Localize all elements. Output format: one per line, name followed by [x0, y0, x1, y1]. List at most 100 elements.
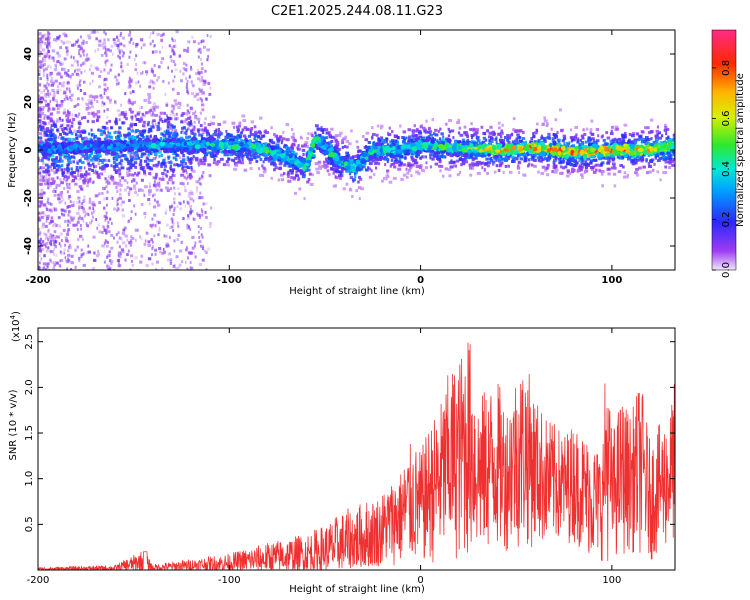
spectrum-cell [130, 160, 133, 164]
spectrum-cell [217, 130, 222, 134]
spectrum-cell [238, 135, 243, 138]
spectrum-cell [263, 130, 267, 134]
spectrum-cell [182, 182, 185, 186]
spectrum-cell [373, 156, 377, 160]
spectrum-cell [280, 160, 283, 164]
spectrum-cell [167, 187, 170, 191]
speckle-cell [81, 202, 84, 206]
speckle-cell [41, 48, 46, 52]
speckle-cell [130, 210, 133, 214]
spectrum-cell [123, 133, 126, 137]
speckle-cell [98, 74, 101, 78]
spectrum-cell [239, 121, 242, 125]
speckle-cell [86, 224, 89, 228]
speckle-cell [62, 138, 64, 142]
spectrum-cell [379, 139, 382, 142]
spectrum-cell [325, 136, 328, 140]
spectrum-cell [340, 164, 344, 168]
spectrum-cell [434, 128, 438, 132]
spectrum-cell [403, 137, 407, 141]
speckle-cell [201, 132, 204, 136]
speckle-cell [196, 68, 200, 72]
speckle-cell [107, 267, 111, 270]
spectrum-cell [646, 126, 650, 130]
spectrum-cell [566, 143, 570, 146]
spectrum-cell [576, 168, 580, 172]
spectrum-cell [334, 176, 339, 180]
speckle-cell [195, 180, 199, 184]
spectrum-cell [118, 172, 122, 176]
spectrum-cell [134, 165, 137, 169]
spectrum-cell [149, 166, 152, 169]
spectrum-cell [515, 129, 519, 133]
spectrum-cell [115, 150, 119, 154]
speckle-cell [44, 95, 48, 98]
speckle-cell [91, 79, 94, 83]
spectrum-cell [67, 137, 72, 141]
speckle-cell [124, 244, 128, 248]
speckle-cell [202, 247, 204, 251]
spectrum-cell [168, 161, 173, 165]
spectrum-cell [295, 170, 298, 174]
speckle-cell [51, 56, 55, 60]
speckle-cell [47, 228, 51, 232]
spectrum-cell [616, 155, 620, 159]
speckle-cell [92, 114, 96, 118]
speckle-cell [122, 44, 126, 48]
speckle-cell [40, 242, 43, 246]
spectrum-cell [570, 139, 573, 143]
speckle-cell [55, 119, 58, 123]
speckle-cell [134, 57, 136, 61]
spectrum-cell [210, 152, 213, 155]
spectrum-cell [66, 176, 70, 180]
speckle-cell [78, 234, 83, 238]
spectrum-cell [475, 135, 480, 139]
speckle-cell [43, 203, 47, 207]
speckle-cell [85, 222, 88, 226]
speckle-cell [202, 245, 204, 249]
spectrum-cell [218, 132, 222, 136]
spectrum-cell [253, 125, 257, 129]
speckle-cell [64, 209, 67, 213]
speckle-cell [50, 126, 52, 130]
speckle-cell [203, 45, 206, 49]
spectrum-cell [137, 171, 141, 175]
speckle-cell [171, 128, 174, 132]
spectrum-cell [99, 132, 103, 136]
speckle-cell [169, 113, 172, 117]
spectrum-cell [52, 190, 55, 193]
spectrum-cell [385, 177, 388, 181]
spectrum-cell [152, 113, 155, 117]
spectrum-cell [337, 174, 342, 178]
speckle-cell [192, 84, 195, 88]
spectrum-cell [183, 175, 186, 179]
spectrum-cell [53, 160, 56, 164]
spectrum-cell [290, 149, 294, 153]
spectrum-cell [491, 130, 495, 134]
spectrum-cell [499, 164, 502, 168]
speckle-cell [51, 81, 55, 85]
spectrum-cell [227, 157, 230, 161]
speckle-cell [140, 46, 143, 50]
spectrum-cell [188, 157, 191, 161]
spectrum-cell [325, 157, 328, 161]
spectrum-cell [327, 172, 331, 176]
speckle-cell [89, 93, 93, 97]
speckle-cell [128, 199, 131, 202]
speckle-cell [186, 158, 189, 162]
spectrum-cell [345, 139, 350, 143]
speckle-cell [169, 235, 171, 239]
speckle-cell [83, 195, 86, 199]
spectrum-cell [68, 140, 71, 144]
spectrum-cell [212, 161, 217, 165]
spectrum-cell [198, 133, 203, 137]
spectrum-cell [250, 151, 254, 155]
spectrum-cell [180, 130, 183, 134]
speckle-cell [159, 50, 161, 54]
speckle-cell [119, 188, 122, 192]
spectrum-cell [78, 166, 83, 170]
spectrum-cell [495, 140, 498, 144]
spectrum-cell [405, 136, 408, 140]
spectrum-cell [626, 173, 629, 177]
spectrum-cell [373, 173, 376, 176]
